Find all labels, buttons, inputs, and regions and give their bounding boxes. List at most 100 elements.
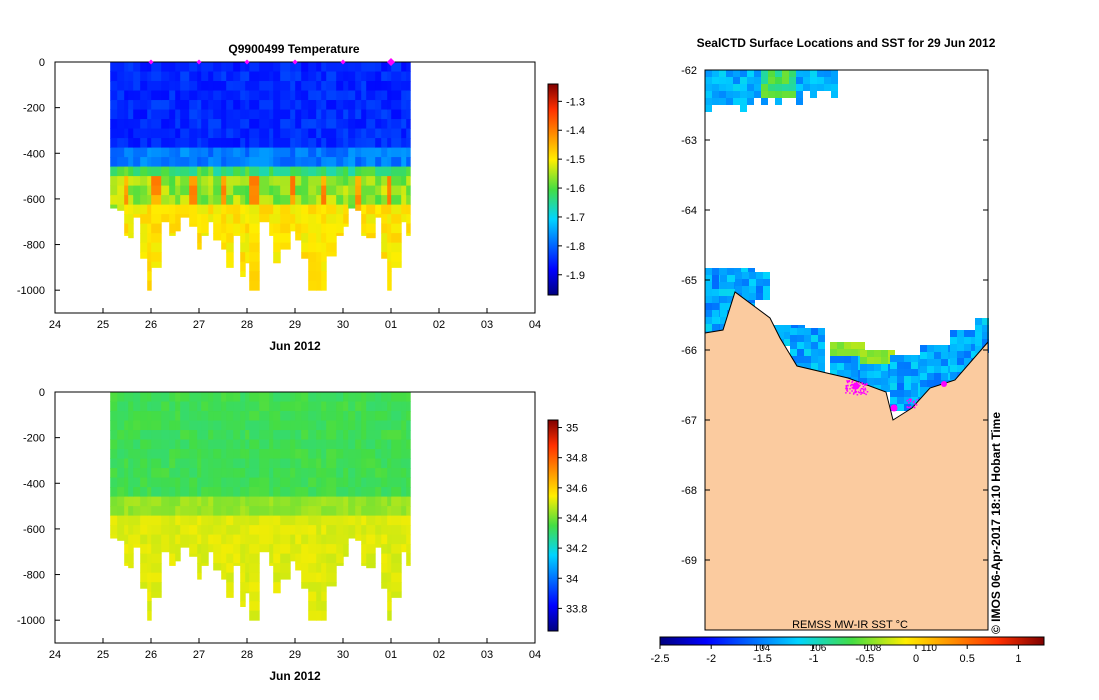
field-cell [295, 411, 302, 422]
field-cell [336, 563, 344, 566]
field-cell [391, 506, 402, 517]
field-cell [308, 401, 317, 412]
field-cell [124, 128, 129, 139]
field-cell [336, 71, 344, 82]
field-cell [295, 176, 302, 187]
field-cell [391, 214, 402, 225]
sst-cell [964, 351, 971, 358]
field-cell [213, 214, 222, 225]
field-cell [366, 62, 376, 73]
field-cell [387, 138, 392, 149]
sst-cell [726, 84, 733, 91]
field-cell [169, 128, 176, 139]
field-cell [221, 242, 227, 250]
field-cell [226, 233, 234, 244]
field-cell [259, 534, 270, 545]
field-cell [169, 544, 176, 555]
sst-cell [831, 77, 838, 84]
field-cell [208, 515, 214, 526]
field-cell [387, 610, 392, 621]
field-cell [189, 534, 198, 545]
observation-point [861, 391, 863, 394]
field-cell [133, 100, 141, 111]
sst-cell [911, 376, 918, 383]
observation-point [845, 386, 848, 388]
field-cell [240, 496, 246, 507]
field-cell [213, 204, 222, 215]
sst-cell [804, 356, 811, 363]
field-cell [175, 430, 181, 441]
field-cell [406, 185, 411, 196]
sst-cell [837, 370, 844, 377]
field-cell [124, 392, 129, 403]
field-cell [375, 392, 382, 403]
field-cell [391, 544, 402, 555]
field-cell [308, 62, 317, 73]
field-cell [213, 233, 222, 241]
field-cell [249, 109, 260, 120]
field-cell [355, 515, 362, 526]
field-cell [308, 430, 317, 441]
field-cell [233, 496, 241, 507]
field-cell [381, 223, 388, 234]
field-cell [308, 610, 317, 621]
sst-cell [830, 342, 837, 349]
field-cell [245, 563, 250, 574]
field-cell [401, 544, 407, 553]
field-cell [326, 214, 337, 225]
field-cell [233, 487, 241, 498]
field-cell [321, 90, 327, 101]
field-cell [391, 157, 402, 168]
field-cell [208, 449, 214, 460]
field-cell [175, 544, 181, 555]
field-cell [355, 468, 362, 479]
field-cell [117, 525, 125, 536]
field-cell [391, 487, 402, 498]
field-cell [343, 90, 349, 101]
field-cell [361, 439, 367, 450]
field-cell [147, 100, 152, 111]
field-cell [175, 411, 181, 422]
field-cell [117, 515, 125, 526]
field-cell [401, 185, 407, 196]
sst-cell [761, 70, 768, 77]
field-cell [401, 214, 407, 223]
field-cell [375, 100, 382, 111]
field-cell [321, 468, 327, 479]
field-cell [401, 420, 407, 431]
field-cell [169, 204, 176, 215]
sst-cell [851, 363, 858, 370]
field-cell [308, 119, 317, 130]
field-cell [147, 157, 152, 168]
field-cell [316, 544, 322, 555]
field-cell [280, 477, 291, 488]
field-cell [295, 100, 302, 111]
field-cell [301, 128, 309, 139]
field-cell [381, 138, 388, 149]
field-cell [308, 223, 317, 234]
field-cell [110, 534, 118, 539]
field-cell [301, 477, 309, 488]
field-cell [208, 506, 214, 517]
x-tick-label: 02 [433, 319, 445, 331]
field-cell [240, 214, 246, 225]
field-cell [249, 204, 260, 215]
field-cell [226, 185, 234, 196]
field-cell [259, 195, 270, 206]
sst-cell [890, 397, 897, 404]
field-cell [240, 252, 246, 263]
field-cell [226, 525, 234, 536]
field-cell [308, 591, 317, 602]
field-cell [391, 62, 402, 73]
sst-cell [754, 77, 761, 84]
field-cell [221, 62, 227, 73]
field-cell [233, 138, 241, 149]
field-cell [147, 449, 152, 460]
field-cell [308, 128, 317, 139]
field-cell [151, 582, 162, 593]
field-cell [326, 420, 337, 431]
observation-point [849, 387, 851, 390]
field-cell [290, 195, 296, 206]
field-cell [233, 166, 241, 177]
field-cell [375, 71, 382, 82]
